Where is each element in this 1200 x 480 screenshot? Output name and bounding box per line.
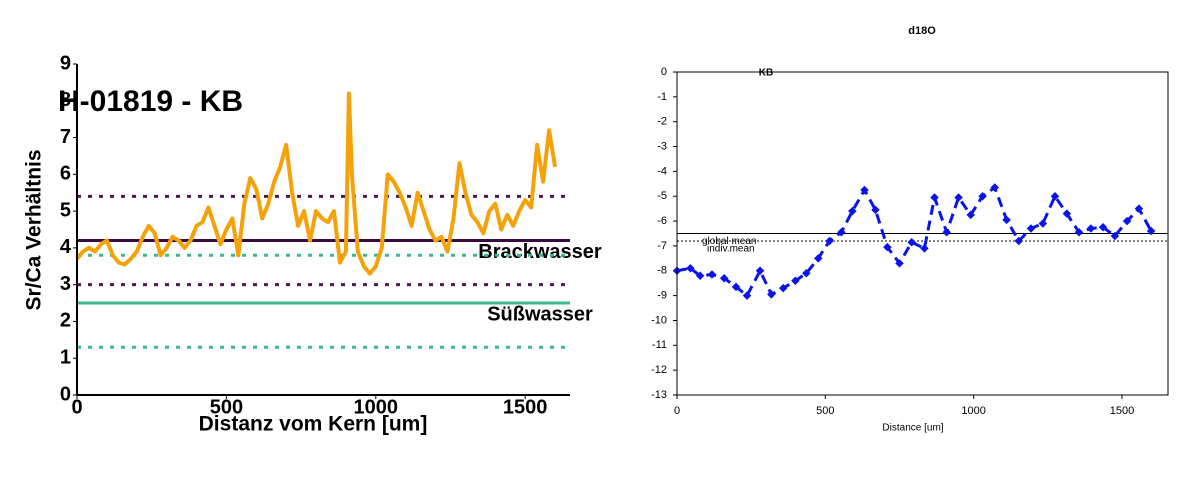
data-point <box>686 264 695 273</box>
reference-label: global mean <box>702 236 756 247</box>
data-point <box>707 270 717 279</box>
y-tick-label: 5 <box>60 199 71 221</box>
y-tick-label: -10 <box>651 314 667 326</box>
data-point <box>942 228 951 237</box>
reference-label: Süßwasser <box>487 303 593 325</box>
chart-title: d18O <box>908 25 936 37</box>
data-point <box>1038 219 1048 228</box>
y-tick-label: 7 <box>60 126 71 148</box>
chart-title: H-01819 - KB <box>58 85 243 118</box>
y-tick-label: -5 <box>657 190 667 202</box>
y-tick-label: -4 <box>657 165 667 177</box>
reference-label: indiv.mean <box>707 244 755 255</box>
y-tick-label: -12 <box>651 364 667 376</box>
y-tick-label: 0 <box>661 66 667 78</box>
data-point <box>767 290 776 299</box>
y-tick-label: 8 <box>60 89 71 111</box>
x-tick-label: 1500 <box>1110 405 1134 417</box>
y-axis-label: Sr/Ca Verhältnis <box>23 149 46 310</box>
data-point <box>930 193 939 202</box>
data-point <box>895 259 904 268</box>
x-tick-label: 1000 <box>354 396 399 418</box>
x-tick-label: 500 <box>210 396 243 418</box>
chart-subtitle: KB <box>759 68 773 79</box>
x-axis-label: Distanz vom Kern [um] <box>199 413 428 436</box>
data-point <box>778 283 788 293</box>
data-point <box>1026 224 1036 233</box>
data-point <box>954 193 963 202</box>
x-axis-label: Distance [um] <box>882 423 943 434</box>
y-tick-label: 3 <box>60 273 71 295</box>
data-point <box>1086 224 1096 233</box>
data-line <box>75 91 558 276</box>
data-point <box>802 269 811 278</box>
data-line <box>676 186 1153 298</box>
y-tick-label: -6 <box>657 215 667 227</box>
data-point <box>731 282 741 292</box>
y-tick-label: -9 <box>657 290 667 302</box>
data-point <box>813 254 823 263</box>
x-tick-label: 0 <box>674 405 680 417</box>
y-tick-label: -3 <box>657 140 667 152</box>
x-tick-label: 1000 <box>961 405 985 417</box>
y-tick-label: 9 <box>60 52 71 74</box>
y-tick-label: -8 <box>657 265 667 277</box>
y-tick-label: -2 <box>657 116 667 128</box>
reference-label: Brackwasser <box>478 241 602 263</box>
x-tick-label: 1500 <box>503 396 548 418</box>
y-tick-label: -13 <box>651 389 667 401</box>
data-point <box>742 291 752 300</box>
y-tick-label: 0 <box>60 383 71 405</box>
y-tick-label: 1 <box>60 347 71 369</box>
y-tick-label: 4 <box>60 236 72 258</box>
y-tick-label: -11 <box>652 339 667 351</box>
y-tick-label: 6 <box>60 163 71 185</box>
y-tick-label: 2 <box>60 310 71 332</box>
y-tick-label: -1 <box>657 91 667 103</box>
x-tick-label: 0 <box>71 396 82 418</box>
data-point <box>1002 215 1011 225</box>
data-point <box>755 266 765 276</box>
plot-frame <box>676 71 1169 396</box>
data-point <box>791 276 800 285</box>
x-tick-label: 500 <box>816 405 834 417</box>
data-point <box>695 271 705 280</box>
data-point <box>719 273 729 283</box>
y-tick-label: -7 <box>657 240 667 252</box>
